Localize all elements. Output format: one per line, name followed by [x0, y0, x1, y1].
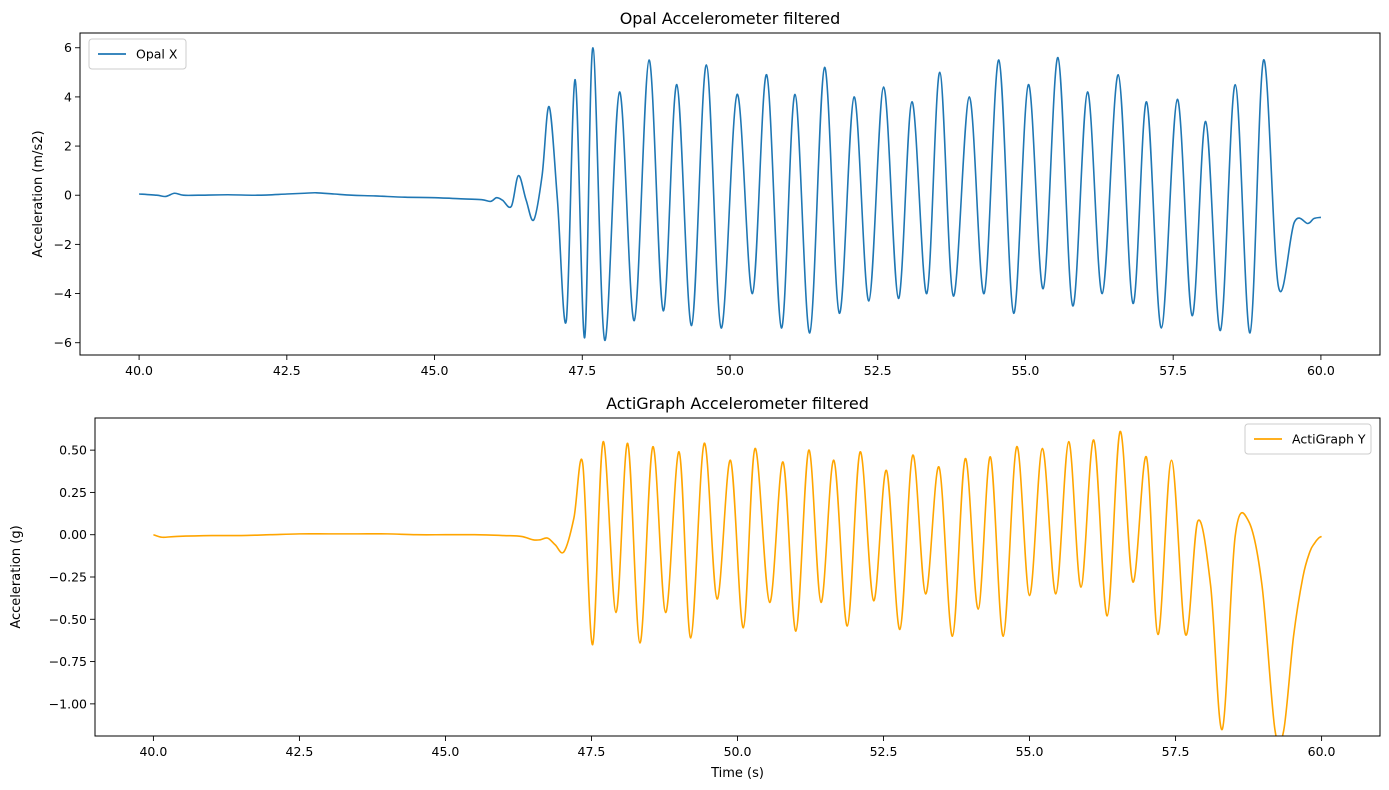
x-tick-label: 40.0	[125, 363, 153, 378]
legend: Opal X	[88, 38, 187, 70]
x-tick-label: 60.0	[1308, 744, 1336, 759]
x-tick-label: 50.0	[716, 363, 744, 378]
chart-panel-2: ActiGraph Accelerometer filtered Accelera…	[9, 394, 1381, 781]
x-axis-label: Time (s)	[710, 766, 764, 781]
y-tick-label: −0.50	[49, 612, 87, 627]
legend-box	[88, 38, 187, 70]
y-tick-label: −4	[54, 286, 72, 301]
y-tick-label: 0.00	[59, 527, 87, 542]
x-tick-label: 42.5	[273, 363, 301, 378]
series-line-1	[153, 430, 1322, 736]
x-tick-label: 40.0	[139, 744, 167, 759]
x-tick-label: 60.0	[1307, 363, 1335, 378]
chart-title: ActiGraph Accelerometer filtered	[606, 394, 869, 413]
legend-label: Opal X	[136, 47, 178, 62]
x-tick-label: 45.0	[432, 744, 460, 759]
legend-label: ActiGraph Y	[1292, 432, 1366, 447]
plot-frame	[79, 32, 1381, 356]
x-tick-label: 50.0	[724, 744, 752, 759]
x-tick-label: 52.5	[870, 744, 898, 759]
x-tick-label: 57.5	[1162, 744, 1190, 759]
x-tick-label: 45.0	[421, 363, 449, 378]
x-tick-label: 47.5	[568, 363, 596, 378]
y-tick-label: 2	[64, 139, 72, 154]
x-tick-label: 47.5	[578, 744, 606, 759]
x-tick-label: 42.5	[286, 744, 314, 759]
y-tick-label: 6	[64, 40, 72, 55]
y-tick-label: −6	[54, 335, 72, 350]
y-tick-label: −0.25	[49, 570, 87, 585]
y-tick-label: −1.00	[49, 696, 87, 711]
legend: ActiGraph Y	[1244, 423, 1372, 455]
y-tick-label: 0.50	[59, 443, 87, 458]
y-tick-label: 4	[64, 89, 72, 104]
plot-frame	[94, 417, 1381, 737]
x-tick-label: 55.0	[1016, 744, 1044, 759]
x-tick-label: 52.5	[864, 363, 892, 378]
x-tick-label: 55.0	[1012, 363, 1040, 378]
y-axis-label: Acceleration (m/s2)	[31, 130, 46, 257]
y-tick-label: −0.75	[49, 654, 87, 669]
x-tick-label: 57.5	[1159, 363, 1187, 378]
y-tick-label: −2	[54, 237, 72, 252]
y-tick-label: 0.25	[59, 485, 87, 500]
chart-title: Opal Accelerometer filtered	[620, 9, 841, 28]
series-line-1	[139, 46, 1322, 342]
legend-box	[1244, 423, 1372, 455]
y-axis-label: Acceleration (g)	[9, 525, 24, 628]
y-tick-label: 0	[64, 188, 72, 203]
chart-panel-1: Opal Accelerometer filtered Acceleration …	[31, 9, 1381, 378]
